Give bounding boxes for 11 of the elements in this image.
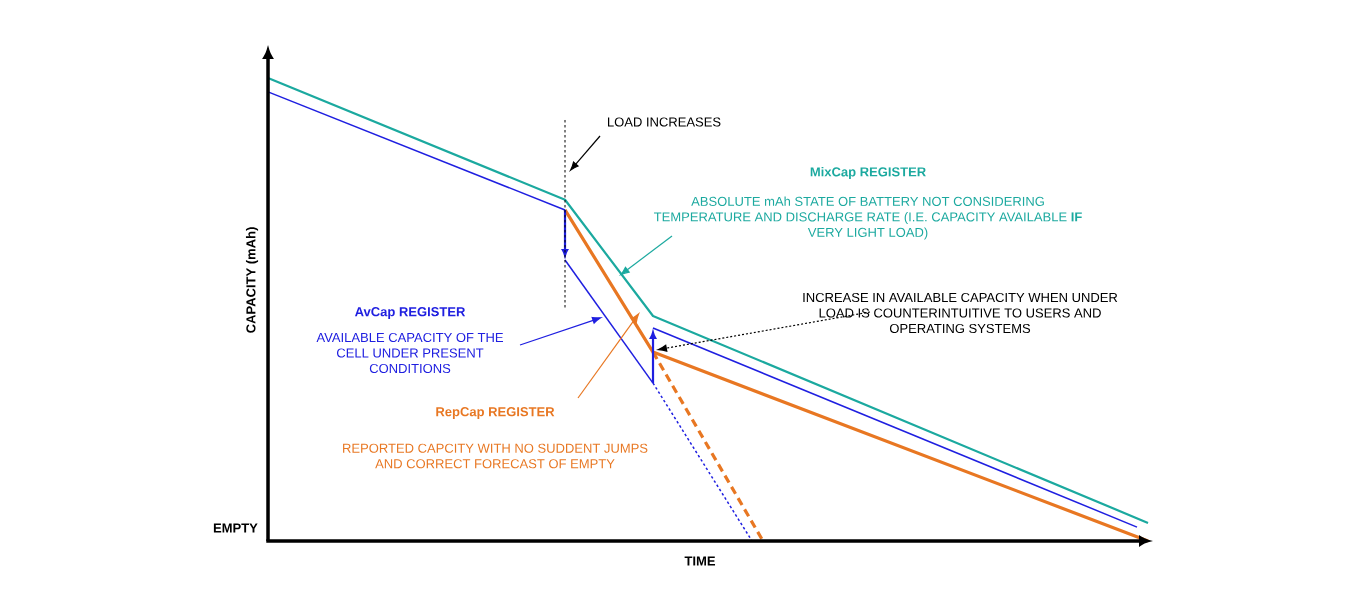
annotation: REPORTED CAPCITY WITH NO SUDDENT JUMPS AND CORRECT FORECAST OF EMPTY bbox=[343, 443, 648, 469]
annotation: MixCap REGISTER bbox=[810, 166, 926, 180]
annotation: RepCap REGISTER bbox=[436, 407, 555, 419]
annotation: INCREASE IN AVAILABLE CAPACITY WHEN UNDER LOAD IS COUNTERINTUITIVE TO USERS AND OPERATING SYSTEMS bbox=[803, 292, 1118, 334]
x-axis-title: TIME bbox=[684, 556, 716, 566]
y-axis-title: CAPACITY (mAh) bbox=[245, 227, 259, 333]
annotation: LOAD INCREASES bbox=[608, 117, 721, 127]
annotation: AvCap REGISTER bbox=[354, 307, 466, 319]
text: EMPTY bbox=[213, 523, 258, 533]
annotation: AVAILABLE CAPACITY OF THE CELL UNDER PRESENT CONDITIONS bbox=[316, 332, 503, 374]
text: ABSOLUTE mAh STATE OF BATTERY NOT CONSIDERING TEMPERATURE AND DISCHARGE RATE (I.E. CAPACITY AVAILABLE IF VERY LIGHT LOAD) bbox=[654, 196, 1082, 240]
